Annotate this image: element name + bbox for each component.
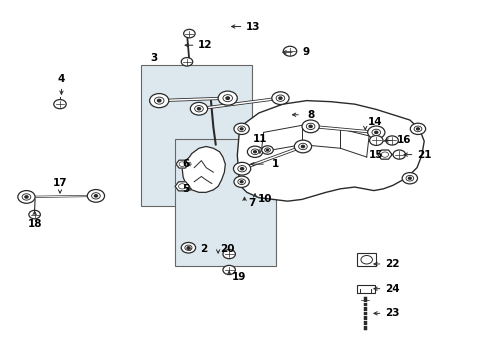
Circle shape	[392, 150, 405, 159]
Text: 22: 22	[384, 259, 399, 269]
Circle shape	[223, 95, 232, 102]
Circle shape	[298, 143, 306, 150]
Text: 11: 11	[252, 134, 266, 144]
Circle shape	[305, 123, 314, 130]
Circle shape	[94, 195, 97, 197]
Circle shape	[240, 181, 243, 183]
Polygon shape	[176, 160, 188, 168]
Circle shape	[278, 97, 282, 99]
Circle shape	[233, 123, 249, 135]
Circle shape	[247, 146, 262, 157]
Circle shape	[266, 149, 268, 151]
Circle shape	[374, 131, 377, 134]
Circle shape	[416, 128, 419, 130]
Circle shape	[261, 146, 273, 154]
Circle shape	[369, 136, 382, 145]
Circle shape	[197, 108, 200, 110]
Polygon shape	[237, 100, 424, 201]
Circle shape	[308, 125, 311, 127]
Polygon shape	[175, 182, 189, 191]
Circle shape	[187, 247, 189, 249]
Text: 19: 19	[231, 272, 245, 282]
Circle shape	[184, 245, 192, 251]
Polygon shape	[182, 147, 225, 192]
Circle shape	[294, 140, 311, 153]
Circle shape	[385, 136, 398, 145]
Text: 9: 9	[302, 47, 309, 57]
Circle shape	[178, 184, 185, 189]
Text: 12: 12	[198, 40, 212, 50]
Bar	[356, 253, 376, 266]
Text: 7: 7	[247, 198, 255, 208]
Circle shape	[413, 126, 421, 132]
Circle shape	[251, 149, 258, 154]
Circle shape	[233, 162, 250, 175]
Bar	[356, 285, 375, 293]
Circle shape	[25, 196, 28, 198]
Bar	[141, 66, 251, 207]
Circle shape	[240, 128, 243, 130]
Circle shape	[29, 210, 41, 219]
Circle shape	[367, 126, 384, 139]
Circle shape	[225, 97, 229, 99]
Circle shape	[223, 265, 235, 275]
Circle shape	[381, 152, 387, 157]
Circle shape	[18, 190, 35, 203]
Text: 10: 10	[257, 194, 271, 204]
Circle shape	[271, 92, 288, 104]
Circle shape	[223, 249, 235, 259]
Text: 20: 20	[220, 244, 235, 254]
Circle shape	[181, 58, 192, 66]
Circle shape	[253, 151, 256, 153]
Circle shape	[407, 177, 410, 179]
Text: 3: 3	[150, 53, 158, 63]
Text: 1: 1	[271, 159, 279, 169]
Circle shape	[405, 175, 413, 181]
Circle shape	[301, 145, 304, 148]
Text: 17: 17	[53, 178, 67, 188]
Circle shape	[157, 99, 161, 102]
Text: 24: 24	[384, 284, 399, 294]
Text: 23: 23	[384, 309, 399, 318]
Circle shape	[154, 97, 163, 104]
Text: 13: 13	[245, 22, 260, 32]
Circle shape	[240, 167, 243, 170]
Circle shape	[181, 242, 195, 253]
Text: 8: 8	[306, 110, 314, 120]
Circle shape	[360, 256, 372, 264]
Text: 4: 4	[58, 75, 65, 85]
Circle shape	[22, 194, 31, 200]
Circle shape	[237, 166, 246, 172]
Circle shape	[194, 105, 203, 112]
Text: 15: 15	[368, 150, 383, 159]
Circle shape	[283, 46, 296, 56]
Text: 21: 21	[416, 150, 430, 159]
Circle shape	[87, 189, 104, 202]
Text: 6: 6	[182, 159, 189, 169]
Text: 5: 5	[182, 184, 189, 194]
Circle shape	[302, 120, 319, 133]
Circle shape	[183, 30, 195, 38]
Circle shape	[190, 102, 207, 115]
Circle shape	[237, 179, 245, 185]
Circle shape	[371, 129, 380, 136]
Text: 2: 2	[200, 244, 207, 254]
Circle shape	[54, 100, 66, 109]
Circle shape	[179, 162, 185, 166]
Bar	[175, 139, 275, 266]
Circle shape	[264, 148, 270, 152]
Text: 16: 16	[396, 135, 410, 145]
Circle shape	[91, 193, 100, 199]
Circle shape	[237, 126, 245, 132]
Circle shape	[149, 94, 168, 108]
Circle shape	[233, 176, 249, 188]
Circle shape	[276, 95, 284, 101]
Polygon shape	[377, 150, 391, 159]
Text: 14: 14	[367, 117, 382, 127]
Circle shape	[401, 172, 417, 184]
Circle shape	[218, 91, 237, 105]
Circle shape	[409, 123, 425, 135]
Text: 18: 18	[27, 219, 42, 229]
